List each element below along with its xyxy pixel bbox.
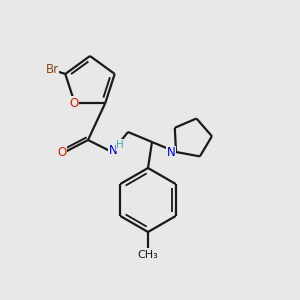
Text: H: H	[116, 140, 124, 150]
Text: O: O	[57, 146, 67, 158]
Text: Br: Br	[45, 63, 58, 76]
Text: CH₃: CH₃	[138, 250, 158, 260]
Text: N: N	[109, 145, 117, 158]
Text: N: N	[167, 146, 176, 160]
Text: O: O	[69, 97, 78, 110]
